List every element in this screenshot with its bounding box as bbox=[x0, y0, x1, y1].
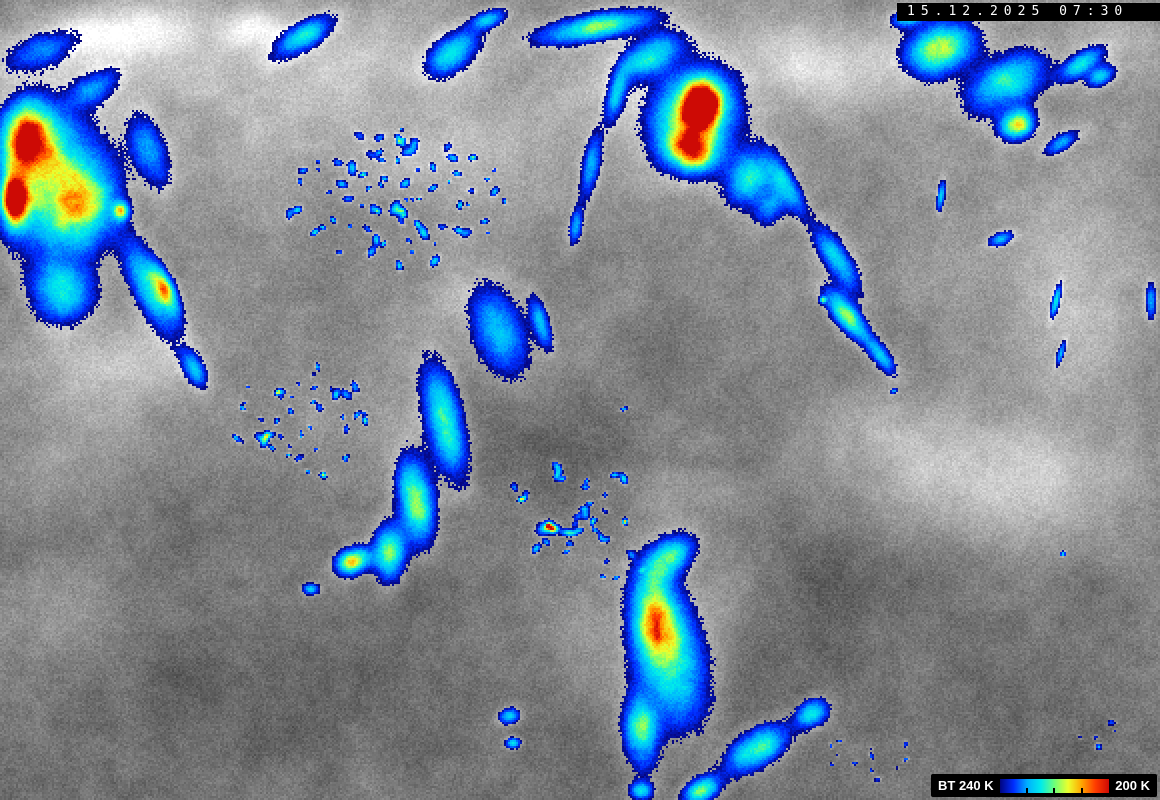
colorbar-tick bbox=[1080, 787, 1083, 793]
colorbar-tick bbox=[1026, 787, 1029, 793]
legend-left-label: BT 240 K bbox=[938, 778, 994, 793]
timestamp-overlay: 15.12.2025 07:30 bbox=[897, 3, 1160, 21]
legend-right-label: 200 K bbox=[1115, 778, 1150, 793]
colorbar-tick bbox=[1053, 787, 1056, 793]
color-scale-gradient bbox=[999, 778, 1110, 793]
colorbar-legend: BT 240 K 200 K bbox=[931, 774, 1157, 797]
timestamp-text: 15.12.2025 07:30 bbox=[907, 4, 1129, 19]
